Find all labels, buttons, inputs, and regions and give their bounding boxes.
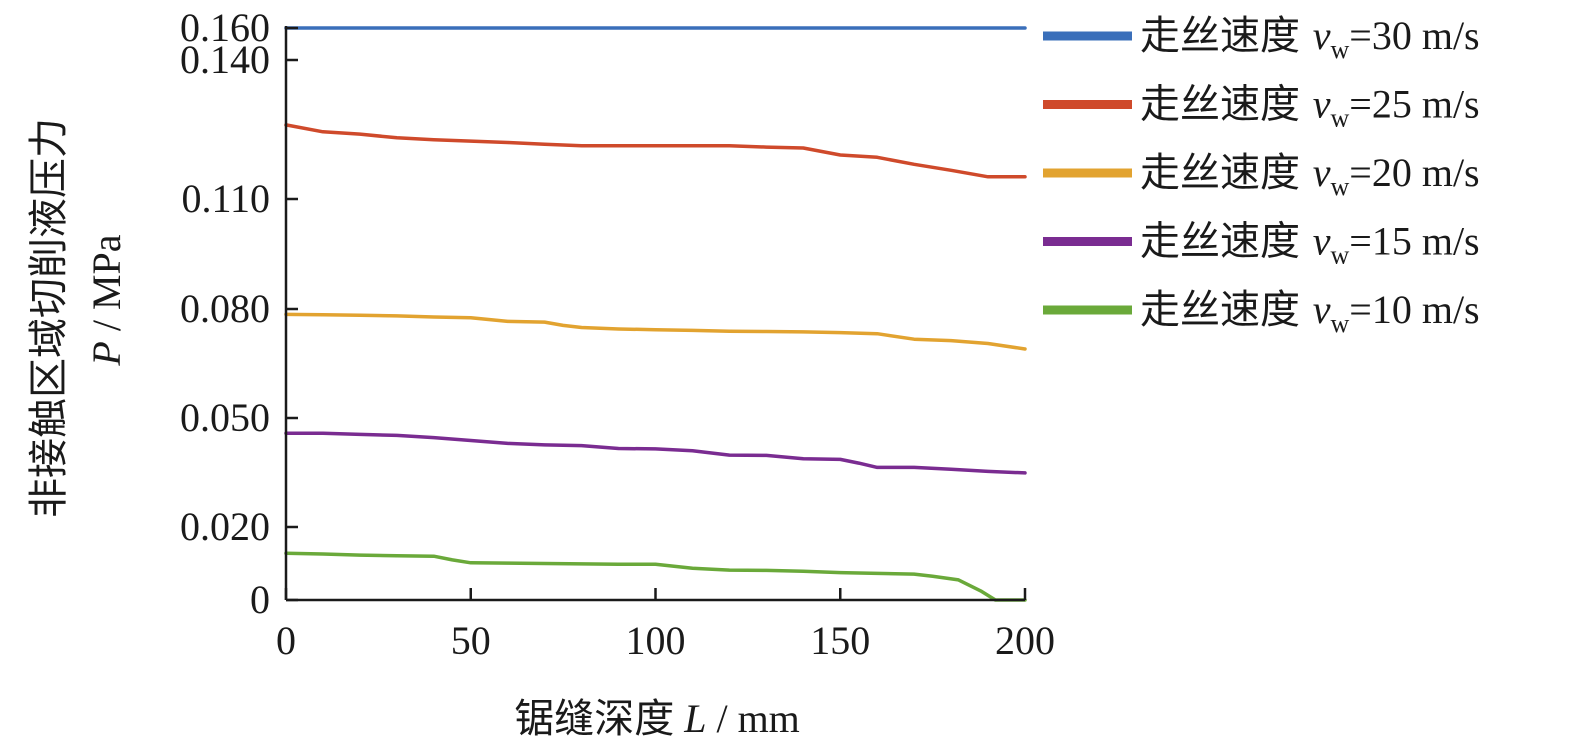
legend: 走丝速度 vw=30 m/s 走丝速度 vw=25 m/s 走丝速度 vw=20 m… — [1043, 13, 1480, 338]
legend-label-3: 走丝速度 vw=20 m/s — [1140, 150, 1480, 201]
legend-label-1: 走丝速度 vw=30 m/s — [1140, 13, 1480, 64]
legend-label-4: 走丝速度 vw=15 m/s — [1140, 219, 1480, 270]
x-tick-label: 200 — [995, 618, 1055, 663]
y-axis-title: 非接触区域切削液压力 P / MPa — [26, 118, 129, 518]
y-axis-title-variable: P / MPa — [84, 234, 129, 366]
x-tick-label: 100 — [626, 618, 686, 663]
series-line-3 — [284, 312, 1027, 351]
y-tick-label: 0.160 — [180, 5, 270, 50]
x-tick-label: 50 — [451, 618, 491, 663]
series-line-5 — [284, 551, 1027, 602]
series-line-4 — [284, 431, 1027, 475]
y-tick-label: 0.080 — [180, 286, 270, 331]
y-tick-label: 0.110 — [181, 176, 270, 221]
series-layer — [284, 26, 1027, 602]
y-axis-title-chinese: 非接触区域切削液压力 — [26, 118, 72, 518]
y-tick-label: 0.050 — [180, 395, 270, 440]
tick-marks — [284, 26, 1027, 602]
y-tick-label: 0 — [250, 577, 270, 622]
x-tick-label: 150 — [810, 618, 870, 663]
y-tick-label: 0.020 — [180, 504, 270, 549]
y-tick-label: 0.140 — [180, 37, 270, 82]
legend-label-2: 走丝速度 vw=25 m/s — [1140, 82, 1480, 133]
axes — [284, 26, 1025, 602]
x-tick-label: 0 — [276, 618, 296, 663]
legend-label-5: 走丝速度 vw=10 m/s — [1140, 287, 1480, 338]
x-axis-title: 锯缝深度 L / mm — [514, 696, 800, 742]
series-line-2 — [284, 123, 1027, 179]
